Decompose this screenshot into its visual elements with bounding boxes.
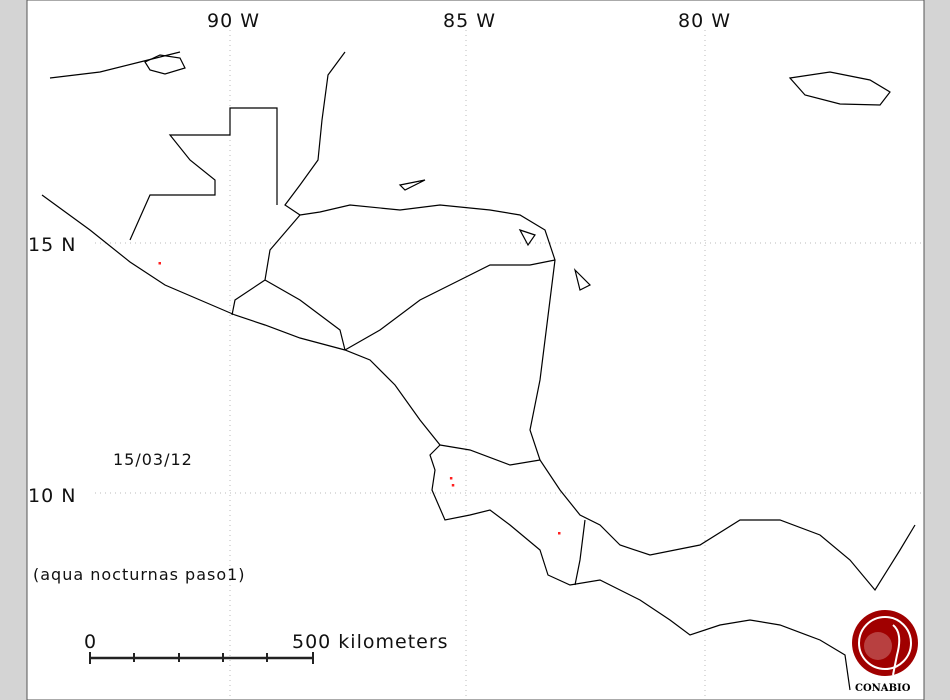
hotspot-point — [158, 262, 161, 265]
caption-label: (aqua nocturnas paso1) — [33, 565, 246, 584]
hotspot-layer — [158, 262, 561, 535]
scale-end-label: 500 kilometers — [292, 631, 449, 653]
conabio-logo: CONABIO — [852, 610, 918, 694]
hotspot-point — [449, 477, 453, 480]
scale-start-label: 0 — [84, 631, 97, 653]
date-label: 15/03/12 — [113, 450, 193, 469]
lat-label-15n: 15 N — [28, 234, 76, 256]
hotspot-point — [451, 484, 455, 487]
graticule — [95, 30, 924, 700]
scale-bar: 0 500 kilometers — [84, 631, 449, 664]
lat-label-10n: 10 N — [28, 485, 76, 507]
coastlines-and-borders — [41, 51, 916, 691]
lon-label-80w: 80 W — [678, 10, 731, 32]
svg-text:CONABIO: CONABIO — [855, 683, 911, 694]
lon-label-85w: 85 W — [443, 10, 496, 32]
map-frame — [26, 0, 925, 700]
lon-label-90w: 90 W — [207, 10, 260, 32]
hotspot-point — [558, 532, 561, 535]
